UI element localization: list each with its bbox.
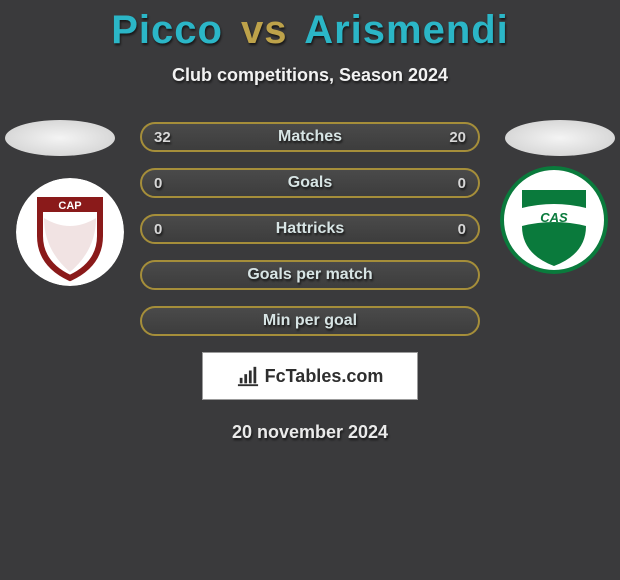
stat-right-value: 0 bbox=[436, 175, 466, 192]
stat-row-min-per-goal: Min per goal bbox=[140, 306, 480, 336]
crest-right-caption: CAS bbox=[540, 210, 568, 225]
team-crest-left: CAP bbox=[16, 178, 124, 286]
team-crest-right: CAS bbox=[500, 166, 608, 274]
stat-label: Hattricks bbox=[142, 220, 478, 238]
stat-label: Goals bbox=[142, 174, 478, 192]
bar-chart-icon bbox=[237, 365, 259, 387]
stat-left-value: 0 bbox=[154, 221, 184, 238]
flag-oval-left bbox=[5, 120, 115, 156]
brand-text: FcTables.com bbox=[265, 366, 384, 387]
stat-right-value: 20 bbox=[436, 129, 466, 146]
player2-name: Arismendi bbox=[304, 8, 509, 52]
infographic-root: Picco vs Arismendi Club competitions, Se… bbox=[0, 0, 620, 580]
stat-label: Matches bbox=[142, 128, 478, 146]
page-title: Picco vs Arismendi bbox=[0, 0, 620, 53]
stat-row-matches: 32 Matches 20 bbox=[140, 122, 480, 152]
brand-box: FcTables.com bbox=[202, 352, 418, 400]
stat-left-value: 0 bbox=[154, 175, 184, 192]
stat-row-goals: 0 Goals 0 bbox=[140, 168, 480, 198]
stat-left-value: 32 bbox=[154, 129, 184, 146]
flag-oval-right bbox=[505, 120, 615, 156]
stat-row-goals-per-match: Goals per match bbox=[140, 260, 480, 290]
stat-row-hattricks: 0 Hattricks 0 bbox=[140, 214, 480, 244]
subtitle: Club competitions, Season 2024 bbox=[0, 65, 620, 86]
stat-right-value: 0 bbox=[436, 221, 466, 238]
crest-left-caption: CAP bbox=[58, 200, 81, 212]
stat-label: Min per goal bbox=[142, 312, 478, 330]
player1-name: Picco bbox=[111, 8, 223, 52]
date-label: 20 november 2024 bbox=[0, 422, 620, 443]
vs-label: vs bbox=[235, 8, 294, 52]
stat-label: Goals per match bbox=[142, 266, 478, 284]
